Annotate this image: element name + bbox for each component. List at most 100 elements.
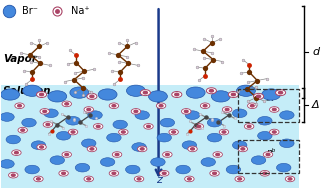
Circle shape bbox=[11, 174, 15, 176]
Circle shape bbox=[149, 91, 167, 102]
Circle shape bbox=[241, 148, 245, 150]
Circle shape bbox=[251, 156, 266, 164]
Circle shape bbox=[206, 88, 216, 94]
Circle shape bbox=[134, 110, 138, 112]
Circle shape bbox=[203, 105, 207, 107]
Circle shape bbox=[163, 152, 172, 157]
Circle shape bbox=[263, 172, 267, 174]
Circle shape bbox=[84, 107, 93, 112]
Circle shape bbox=[182, 141, 196, 149]
Circle shape bbox=[201, 158, 215, 166]
Circle shape bbox=[65, 103, 69, 105]
Circle shape bbox=[166, 153, 169, 156]
Circle shape bbox=[135, 111, 150, 119]
Circle shape bbox=[18, 127, 27, 133]
Circle shape bbox=[44, 109, 58, 118]
Circle shape bbox=[37, 178, 40, 180]
Circle shape bbox=[93, 124, 103, 129]
Circle shape bbox=[162, 172, 166, 174]
Circle shape bbox=[160, 118, 175, 127]
Circle shape bbox=[235, 176, 244, 182]
Circle shape bbox=[191, 148, 195, 150]
Circle shape bbox=[18, 105, 22, 107]
Circle shape bbox=[82, 139, 96, 148]
Circle shape bbox=[254, 93, 264, 99]
Circle shape bbox=[222, 107, 232, 112]
Circle shape bbox=[88, 111, 102, 119]
Circle shape bbox=[71, 131, 75, 133]
Circle shape bbox=[0, 113, 14, 121]
Circle shape bbox=[87, 93, 97, 99]
Circle shape bbox=[262, 89, 281, 100]
Circle shape bbox=[159, 105, 163, 107]
Circle shape bbox=[100, 158, 115, 166]
Circle shape bbox=[288, 178, 292, 180]
Circle shape bbox=[232, 141, 247, 149]
Circle shape bbox=[23, 85, 42, 96]
Circle shape bbox=[107, 133, 121, 142]
Circle shape bbox=[222, 131, 226, 133]
Circle shape bbox=[275, 90, 286, 96]
Circle shape bbox=[126, 85, 145, 96]
Circle shape bbox=[134, 176, 144, 182]
Circle shape bbox=[34, 176, 43, 182]
Circle shape bbox=[132, 143, 146, 151]
Circle shape bbox=[258, 116, 272, 125]
Circle shape bbox=[75, 163, 90, 172]
Circle shape bbox=[87, 178, 91, 180]
Circle shape bbox=[109, 103, 119, 108]
Circle shape bbox=[172, 91, 182, 98]
Bar bbox=[238, 89, 299, 122]
Circle shape bbox=[238, 178, 242, 180]
Circle shape bbox=[250, 105, 254, 107]
Circle shape bbox=[112, 105, 116, 107]
Circle shape bbox=[96, 125, 100, 128]
Bar bbox=[1, 85, 299, 188]
Circle shape bbox=[119, 129, 128, 135]
Circle shape bbox=[207, 118, 222, 127]
Circle shape bbox=[232, 109, 247, 118]
Circle shape bbox=[263, 152, 273, 157]
Circle shape bbox=[270, 107, 279, 112]
Circle shape bbox=[65, 153, 69, 156]
Circle shape bbox=[172, 131, 176, 133]
Circle shape bbox=[210, 170, 219, 176]
Circle shape bbox=[121, 131, 125, 133]
Circle shape bbox=[1, 89, 20, 100]
Circle shape bbox=[213, 152, 222, 157]
Circle shape bbox=[187, 178, 191, 180]
Circle shape bbox=[266, 153, 270, 156]
Circle shape bbox=[273, 131, 276, 133]
Circle shape bbox=[169, 129, 178, 135]
Text: Δ: Δ bbox=[312, 100, 320, 110]
Circle shape bbox=[184, 110, 188, 112]
Circle shape bbox=[113, 120, 127, 129]
Circle shape bbox=[157, 133, 171, 142]
Circle shape bbox=[109, 170, 119, 176]
Circle shape bbox=[194, 124, 204, 129]
Circle shape bbox=[256, 95, 261, 98]
Circle shape bbox=[40, 108, 49, 114]
Circle shape bbox=[200, 103, 210, 108]
Circle shape bbox=[280, 139, 294, 148]
Circle shape bbox=[31, 141, 46, 149]
Circle shape bbox=[175, 93, 179, 96]
Circle shape bbox=[12, 150, 21, 156]
Circle shape bbox=[43, 110, 47, 112]
Text: z: z bbox=[156, 176, 161, 185]
Circle shape bbox=[59, 170, 68, 176]
Circle shape bbox=[188, 146, 197, 152]
Circle shape bbox=[87, 108, 91, 111]
Circle shape bbox=[147, 125, 150, 128]
Circle shape bbox=[90, 148, 94, 150]
Circle shape bbox=[212, 91, 230, 102]
Circle shape bbox=[43, 122, 53, 127]
Circle shape bbox=[46, 123, 50, 126]
Circle shape bbox=[48, 91, 67, 102]
Circle shape bbox=[6, 135, 21, 144]
Circle shape bbox=[90, 95, 94, 98]
Circle shape bbox=[62, 101, 72, 107]
Circle shape bbox=[156, 103, 166, 108]
Circle shape bbox=[21, 129, 25, 131]
Circle shape bbox=[140, 148, 144, 150]
